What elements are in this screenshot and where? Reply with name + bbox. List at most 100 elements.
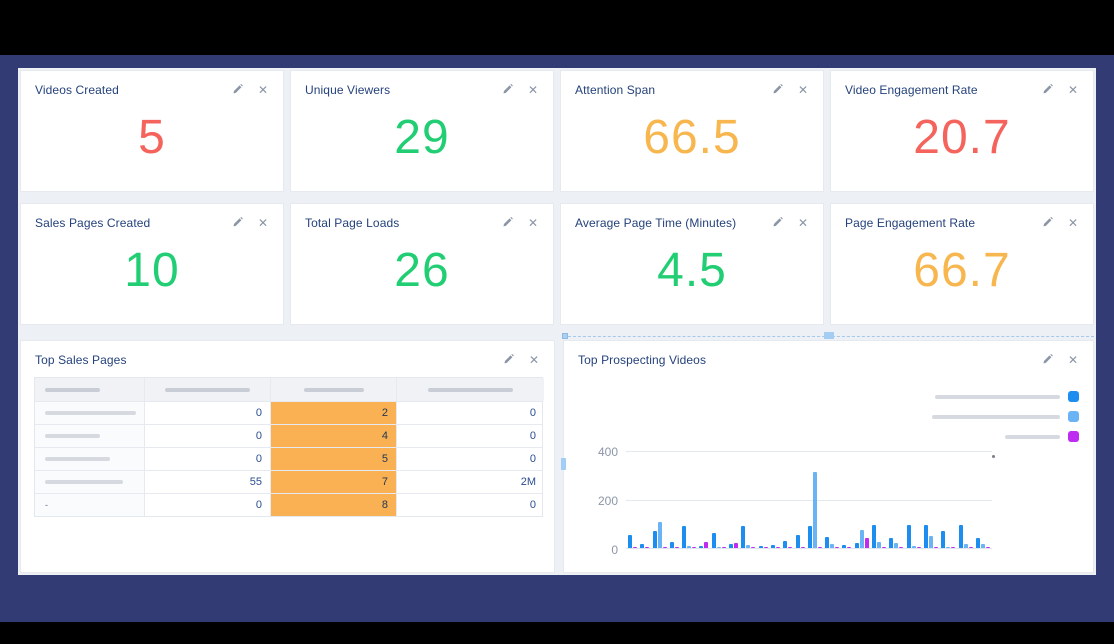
bar[interactable] xyxy=(941,531,946,548)
metric-value: 10 xyxy=(124,243,180,297)
bar[interactable] xyxy=(741,526,746,548)
widget-actions: ✕ xyxy=(1042,354,1079,366)
close-icon[interactable]: ✕ xyxy=(527,83,539,97)
bar[interactable] xyxy=(812,472,817,548)
close-icon[interactable]: ✕ xyxy=(797,83,809,97)
bar[interactable] xyxy=(633,547,637,548)
bar[interactable] xyxy=(906,525,911,548)
bar[interactable] xyxy=(657,522,662,548)
bar[interactable] xyxy=(946,547,951,548)
bar[interactable] xyxy=(933,547,938,548)
widget-actions: ✕ xyxy=(772,217,809,229)
bar[interactable] xyxy=(763,547,768,548)
bar[interactable] xyxy=(916,547,921,548)
bar[interactable] xyxy=(662,547,667,548)
edit-pencil-icon[interactable] xyxy=(502,217,514,229)
bar[interactable] xyxy=(825,537,830,548)
bar[interactable] xyxy=(783,541,788,548)
bar-group xyxy=(640,451,650,548)
legend-item[interactable] xyxy=(1005,431,1079,442)
legend-item[interactable] xyxy=(932,411,1079,422)
edit-pencil-icon[interactable] xyxy=(232,84,244,96)
bar[interactable] xyxy=(775,547,780,548)
bar[interactable] xyxy=(963,544,968,548)
bar[interactable] xyxy=(911,546,916,548)
bar[interactable] xyxy=(923,525,928,548)
close-icon[interactable]: ✕ xyxy=(528,353,540,367)
bar[interactable] xyxy=(746,545,751,548)
legend-item[interactable] xyxy=(935,391,1079,402)
bar[interactable] xyxy=(721,547,726,548)
close-icon[interactable]: ✕ xyxy=(257,216,269,230)
bar[interactable] xyxy=(835,547,840,548)
bar[interactable] xyxy=(877,542,882,548)
bar[interactable] xyxy=(842,545,847,548)
bar[interactable] xyxy=(894,543,899,548)
bar[interactable] xyxy=(770,545,775,548)
bar[interactable] xyxy=(985,547,990,548)
bar[interactable] xyxy=(674,547,679,548)
bar[interactable] xyxy=(928,536,933,548)
bar[interactable] xyxy=(699,546,704,548)
edit-pencil-icon[interactable] xyxy=(503,354,515,366)
bar[interactable] xyxy=(817,547,822,548)
metric-value: 4.5 xyxy=(657,243,727,297)
bar[interactable] xyxy=(800,547,805,548)
bar[interactable] xyxy=(645,547,650,548)
bar[interactable] xyxy=(830,544,835,548)
edit-pencil-icon[interactable] xyxy=(1042,217,1054,229)
edit-pencil-icon[interactable] xyxy=(772,217,784,229)
bar[interactable] xyxy=(687,546,692,548)
bar[interactable] xyxy=(889,538,894,548)
edit-pencil-icon[interactable] xyxy=(232,217,244,229)
bar[interactable] xyxy=(975,538,980,548)
edit-pencil-icon[interactable] xyxy=(1042,84,1054,96)
bar[interactable] xyxy=(788,547,793,548)
bar[interactable] xyxy=(807,526,812,548)
bar[interactable] xyxy=(795,535,800,548)
bar[interactable] xyxy=(682,526,687,548)
bar[interactable] xyxy=(628,535,632,548)
bar[interactable] xyxy=(958,525,963,548)
edit-pencil-icon[interactable] xyxy=(1042,354,1054,366)
close-icon[interactable]: ✕ xyxy=(257,83,269,97)
bar-group xyxy=(872,451,887,548)
bar[interactable] xyxy=(751,547,756,548)
edit-pencil-icon[interactable] xyxy=(502,84,514,96)
bar[interactable] xyxy=(711,533,716,548)
bar-group xyxy=(783,451,793,548)
bar[interactable] xyxy=(758,546,763,548)
bar[interactable] xyxy=(716,547,721,548)
close-icon[interactable]: ✕ xyxy=(1067,83,1079,97)
bar[interactable] xyxy=(864,538,869,548)
close-icon[interactable]: ✕ xyxy=(1067,353,1079,367)
bar[interactable] xyxy=(847,547,852,548)
resize-handle-top-left[interactable] xyxy=(562,333,568,339)
resize-handle-top-center[interactable] xyxy=(824,332,834,339)
table-row: 55 7 2M xyxy=(35,470,542,493)
resize-handle-left-middle[interactable] xyxy=(561,458,566,470)
bar[interactable] xyxy=(854,543,859,548)
bar[interactable] xyxy=(859,530,864,548)
bar[interactable] xyxy=(734,543,739,548)
bar[interactable] xyxy=(872,525,877,548)
widget-title: Top Prospecting Videos xyxy=(578,353,707,367)
legend-swatch xyxy=(1068,391,1079,402)
bar[interactable] xyxy=(652,531,657,548)
bar[interactable] xyxy=(980,544,985,548)
bar[interactable] xyxy=(882,547,887,548)
bar[interactable] xyxy=(729,544,734,548)
metrics-grid: Videos Created ✕ 5 Unique Viewers ✕ 29 A… xyxy=(20,70,1094,325)
bar[interactable] xyxy=(899,547,904,548)
bar[interactable] xyxy=(968,547,973,548)
widget-header: Unique Viewers ✕ xyxy=(291,71,553,97)
close-icon[interactable]: ✕ xyxy=(527,216,539,230)
bar[interactable] xyxy=(951,547,956,548)
bar[interactable] xyxy=(704,542,709,548)
bar[interactable] xyxy=(669,542,674,548)
edit-pencil-icon[interactable] xyxy=(772,84,784,96)
bar[interactable] xyxy=(640,544,645,548)
close-icon[interactable]: ✕ xyxy=(797,216,809,230)
bar[interactable] xyxy=(692,547,697,548)
close-icon[interactable]: ✕ xyxy=(1067,216,1079,230)
